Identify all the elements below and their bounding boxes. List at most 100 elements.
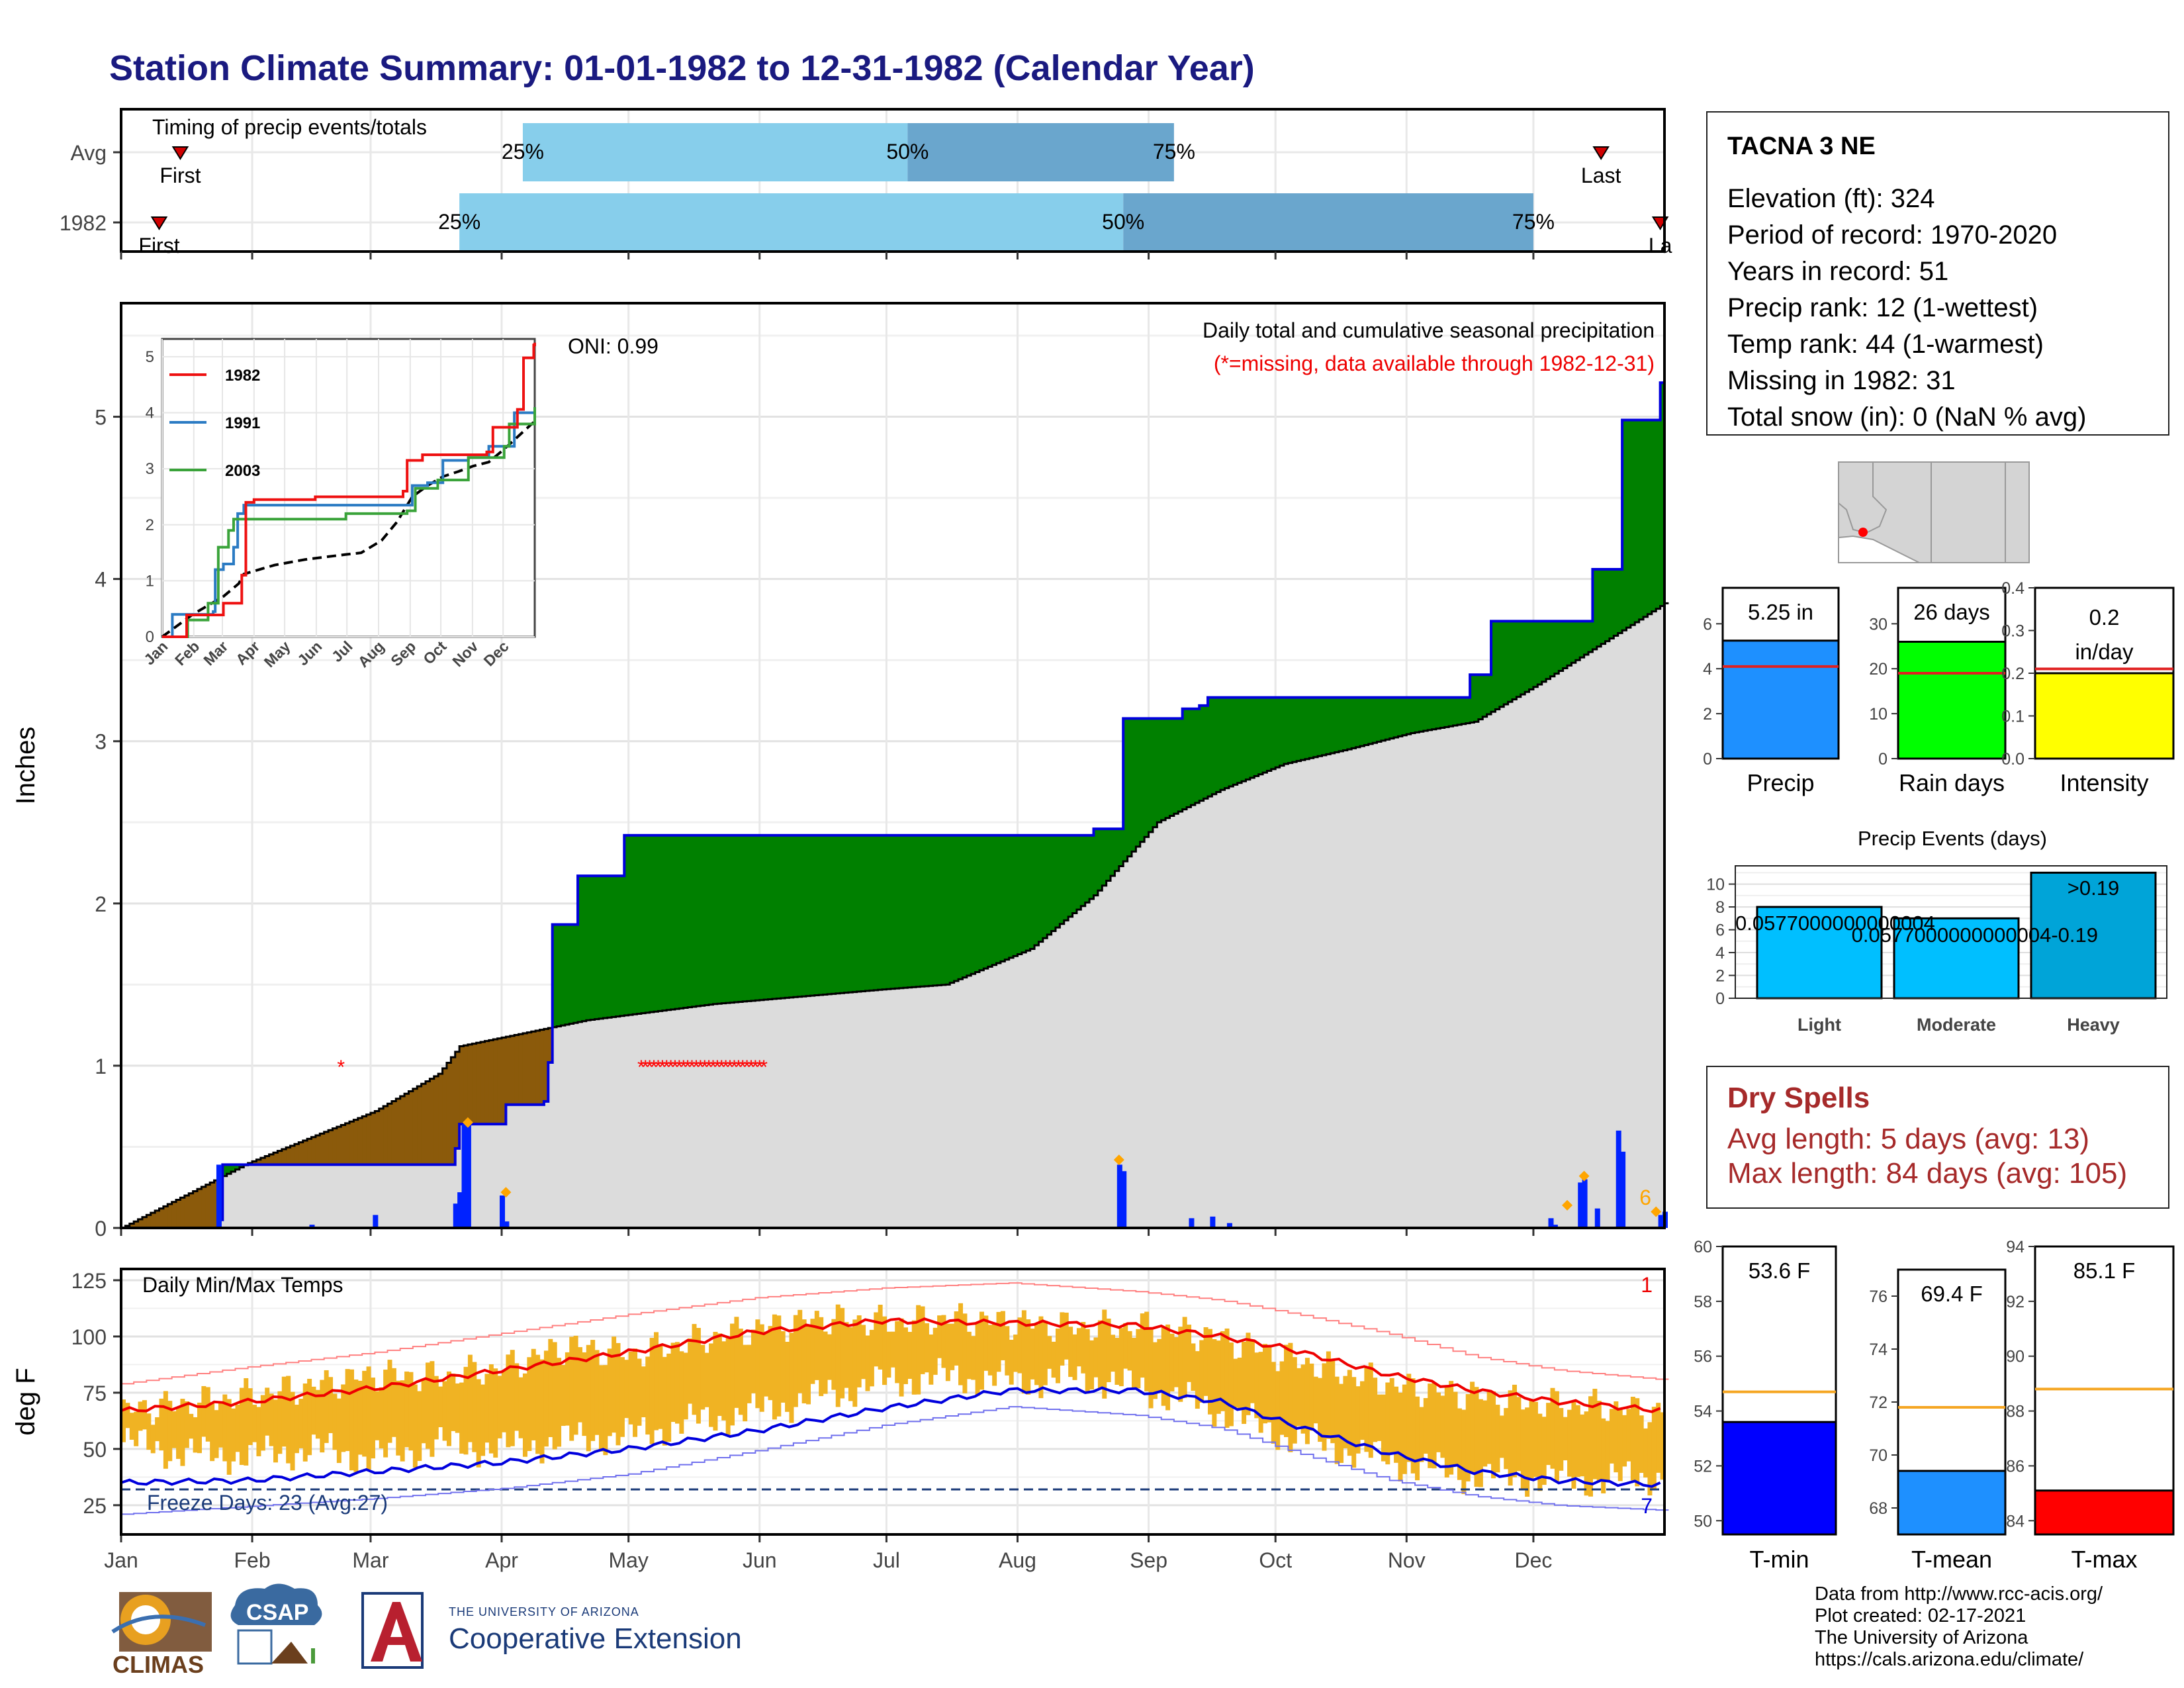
avg-area [1377, 741, 1382, 1228]
daily-temp-range [260, 1395, 265, 1451]
surplus-area [1389, 697, 1394, 739]
avg-area [637, 1013, 642, 1228]
pct-label: 25% [502, 140, 544, 164]
avg-area [1250, 777, 1255, 1228]
avg-area [1465, 723, 1471, 1228]
surplus-area [1220, 697, 1226, 790]
avg-area [383, 1164, 388, 1228]
missing-marker: * [688, 1056, 696, 1078]
surplus-area [1385, 697, 1390, 740]
extreme-marker [1562, 1199, 1573, 1211]
daily-temp-range [1402, 1384, 1407, 1474]
daily-temp-range [324, 1370, 329, 1443]
daily-temp-range [1165, 1324, 1171, 1411]
surplus-area [1072, 835, 1077, 914]
daily-temp-range [1055, 1328, 1060, 1383]
daily-temp-range [1453, 1391, 1458, 1466]
surplus-area [874, 835, 879, 990]
deficit-area [539, 1029, 545, 1105]
avg-area [1373, 743, 1378, 1228]
daily-temp-range [772, 1314, 777, 1420]
daily-temp-range [222, 1394, 228, 1462]
events-tick-label: 2 [1715, 967, 1725, 986]
avg-area [1169, 816, 1175, 1228]
deficit-area [197, 1189, 203, 1228]
daily-temp-range [598, 1365, 604, 1452]
surplus-area [966, 835, 972, 976]
avg-area [1626, 628, 1631, 1228]
deficit-area [286, 1147, 291, 1165]
surplus-area [1656, 420, 1661, 609]
deficit-area [522, 1033, 528, 1105]
avg-area [1614, 635, 1619, 1228]
missing-marker: * [337, 1056, 345, 1078]
surplus-area [848, 835, 854, 993]
avg-area [1660, 606, 1665, 1228]
temp-bar [1721, 1421, 1837, 1536]
daily-temp-range [1076, 1328, 1081, 1367]
daily-temp-range [539, 1359, 545, 1464]
pct-label: 75% [1153, 140, 1195, 164]
avg-area [886, 989, 891, 1228]
daily-temp-range [890, 1331, 895, 1368]
avg-area [1428, 729, 1433, 1228]
surplus-area [878, 835, 883, 990]
daily-temp-range [1140, 1313, 1145, 1378]
avg-area [945, 984, 951, 1228]
avg-area [751, 1000, 756, 1228]
temp-value-label: 85.1 F [2073, 1258, 2136, 1283]
surplus-area [1334, 697, 1340, 753]
avg-area [937, 985, 942, 1228]
avg-area [1368, 743, 1373, 1228]
avg-area [438, 1164, 443, 1228]
surplus-area [1017, 835, 1023, 955]
avg-area [852, 992, 858, 1228]
summary-tick-label: 4 [1703, 660, 1712, 679]
avg-area [1432, 729, 1437, 1228]
daily-temp-range [548, 1338, 553, 1437]
daily-temp-range [1359, 1381, 1365, 1440]
surplus-area [670, 835, 676, 1009]
temp-panel: 25 50 75 100 125 Jan Feb Mar Apr May Jun Jul Aug Sep O… [11, 1268, 1669, 1572]
inset-series-line [162, 407, 536, 638]
deficit-area [167, 1204, 173, 1228]
surplus-area [920, 835, 925, 987]
avg-area [785, 998, 790, 1228]
daily-temp-range [1626, 1409, 1631, 1462]
surplus-area [578, 876, 583, 1022]
deficit-area [438, 1074, 443, 1165]
avg-area [578, 1021, 583, 1228]
y-tick-label: 2 [95, 892, 107, 916]
surplus-area [1559, 621, 1564, 671]
surplus-area [1047, 835, 1052, 935]
avg-area [810, 996, 815, 1228]
deficit-area [163, 1206, 169, 1228]
daily-temp-range [1546, 1403, 1551, 1466]
daily-temp-range [1605, 1421, 1610, 1481]
daily-temp-range [615, 1342, 621, 1446]
daily-temp-range [146, 1413, 152, 1450]
daily-temp-range [1584, 1411, 1589, 1496]
avg-area [814, 995, 819, 1228]
daily-precip-bar [216, 1164, 222, 1228]
y-tick-label: 100 [71, 1325, 107, 1349]
surplus-area [1106, 829, 1111, 881]
daily-temp-range [1394, 1386, 1399, 1463]
avg-area [827, 994, 833, 1228]
summary-tick-label: 0.4 [2001, 579, 2025, 598]
daily-temp-range [1368, 1362, 1373, 1458]
daily-temp-range [637, 1358, 642, 1426]
deficit-area [265, 1156, 270, 1165]
avg-area [658, 1011, 663, 1228]
avg-area [1478, 719, 1484, 1228]
avg-area [1575, 660, 1581, 1228]
avg-area [1030, 949, 1035, 1228]
avg-area [1224, 788, 1230, 1228]
surplus-area [1055, 835, 1061, 928]
events-tick-label: 6 [1715, 921, 1725, 940]
surplus-area [768, 835, 773, 1000]
avg-area [430, 1164, 435, 1228]
event-bar [1756, 906, 1883, 1000]
daily-temp-range [1144, 1311, 1150, 1391]
deficit-area [159, 1208, 164, 1228]
